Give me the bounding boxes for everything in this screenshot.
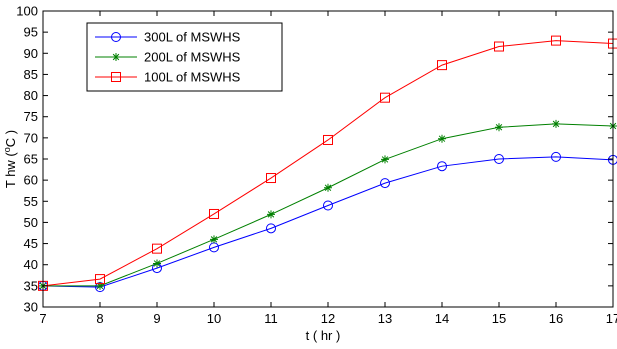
y-axis-label-main: T hw ( — [3, 152, 18, 189]
data-point — [323, 200, 333, 211]
x-tick-label: 8 — [96, 311, 103, 326]
x-tick-label: 16 — [549, 311, 563, 326]
data-point — [96, 281, 104, 290]
data-point — [381, 155, 389, 164]
data-point — [437, 161, 447, 172]
y-tick-label: 40 — [24, 257, 38, 272]
data-point — [323, 134, 333, 145]
x-axis-label: t ( hr ) — [306, 328, 341, 343]
data-point — [209, 208, 219, 219]
legend-label: 300L of MSWHS — [144, 30, 241, 45]
y-tick-label: 65 — [24, 152, 38, 167]
legend-item: 200L of MSWHS — [95, 50, 241, 65]
data-point — [551, 151, 561, 162]
y-tick-label: 80 — [24, 88, 38, 103]
x-tick-label: 14 — [435, 311, 449, 326]
legend-marker — [112, 53, 120, 61]
y-tick-label: 70 — [24, 130, 38, 145]
y-tick-label: 85 — [24, 67, 38, 82]
data-point — [438, 134, 446, 143]
legend-label: 200L of MSWHS — [144, 50, 241, 65]
data-point — [266, 223, 276, 234]
data-point — [380, 178, 390, 189]
y-axis-label: T hw (oC ) — [2, 130, 18, 188]
y-tick-label: 55 — [24, 194, 38, 209]
series-3 — [38, 35, 617, 291]
y-tick-label: 30 — [24, 300, 38, 315]
y-tick-label: 45 — [24, 236, 38, 251]
legend-item: 300L of MSWHS — [95, 30, 241, 45]
data-point — [324, 183, 332, 192]
y-axis-label-superscript: o — [2, 147, 12, 152]
y-tick-label: 60 — [24, 173, 38, 188]
data-point — [266, 173, 276, 184]
data-point — [95, 274, 105, 285]
x-tick-label: 7 — [39, 311, 46, 326]
y-tick-label: 50 — [24, 215, 38, 230]
data-point — [494, 154, 504, 164]
legend-marker — [111, 32, 121, 42]
series-line — [42, 156, 614, 288]
y-axis-label-tail: C ) — [3, 130, 18, 147]
data-point — [267, 210, 275, 219]
axes-layer: 7 8 9 10 11 12 13 14 15 16 17 30 35 40 45 50 55 60 65 70 75 8… — [16, 4, 617, 327]
series-2 — [39, 119, 617, 290]
x-tick-label: 13 — [378, 311, 392, 326]
series-line — [42, 40, 614, 287]
x-tick-label: 9 — [153, 311, 160, 326]
data-point — [494, 41, 504, 52]
y-tick-label: 100 — [16, 4, 38, 19]
data-point — [153, 259, 161, 268]
x-tick-label: 11 — [264, 311, 278, 326]
y-tick-label: 90 — [24, 46, 38, 61]
data-point — [552, 119, 560, 128]
x-tick-label: 17 — [606, 311, 617, 326]
legend: 300L of MSWHS 200L of MSWHS 100L of MSWHS — [86, 22, 283, 92]
data-point — [551, 35, 561, 46]
series-layer — [38, 35, 617, 293]
y-tick-label: 35 — [24, 278, 38, 293]
legend-label: 100L of MSWHS — [144, 70, 241, 85]
data-point — [210, 235, 218, 244]
data-point — [380, 92, 390, 103]
y-tick-label: 75 — [24, 109, 38, 124]
legend-marker — [111, 72, 121, 82]
data-point — [495, 123, 503, 132]
legend-item: 100L of MSWHS — [95, 70, 241, 85]
x-tick-label: 15 — [492, 311, 506, 326]
y-tick-label: 95 — [24, 25, 38, 40]
data-point — [437, 60, 447, 71]
data-point — [152, 243, 162, 254]
x-tick-label: 12 — [321, 311, 335, 326]
x-tick-label: 10 — [207, 311, 221, 326]
